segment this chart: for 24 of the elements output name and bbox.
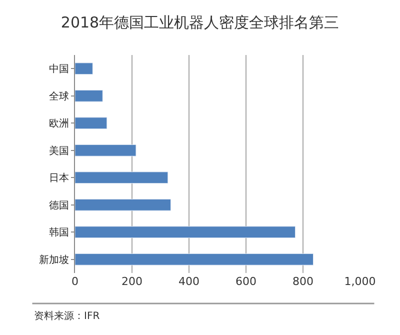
- bar: [75, 117, 108, 130]
- bar: [75, 62, 93, 75]
- y-tick-label: 全球: [49, 90, 69, 102]
- y-tick-label: 韩国: [49, 226, 69, 239]
- bar: [75, 226, 296, 238]
- y-tick-label: 中国: [49, 63, 69, 76]
- x-tick-label: 0: [72, 275, 78, 288]
- x-tick-label: 400: [178, 275, 200, 288]
- bar: [75, 144, 136, 156]
- bar: [75, 90, 103, 102]
- y-tick-label: 日本: [49, 172, 69, 184]
- y-tick-label: 新加坡: [39, 254, 69, 266]
- text: 资料来源：IFR: [34, 310, 100, 322]
- bar: [75, 172, 168, 184]
- bar: [75, 198, 172, 211]
- y-tick-label: 美国: [49, 144, 69, 157]
- bar: [75, 253, 314, 266]
- x-tick-label: 600: [236, 275, 256, 288]
- y-tick-label: 欧洲: [49, 118, 69, 130]
- x-tick-label: 200: [122, 275, 142, 288]
- y-tick-label: 德国: [49, 200, 69, 212]
- x-tick-label: 1,000: [344, 275, 376, 288]
- x-tick-label: 800: [292, 275, 314, 288]
- chart-title: 2018年德国工业机器人密度全球排名第三: [60, 13, 340, 32]
